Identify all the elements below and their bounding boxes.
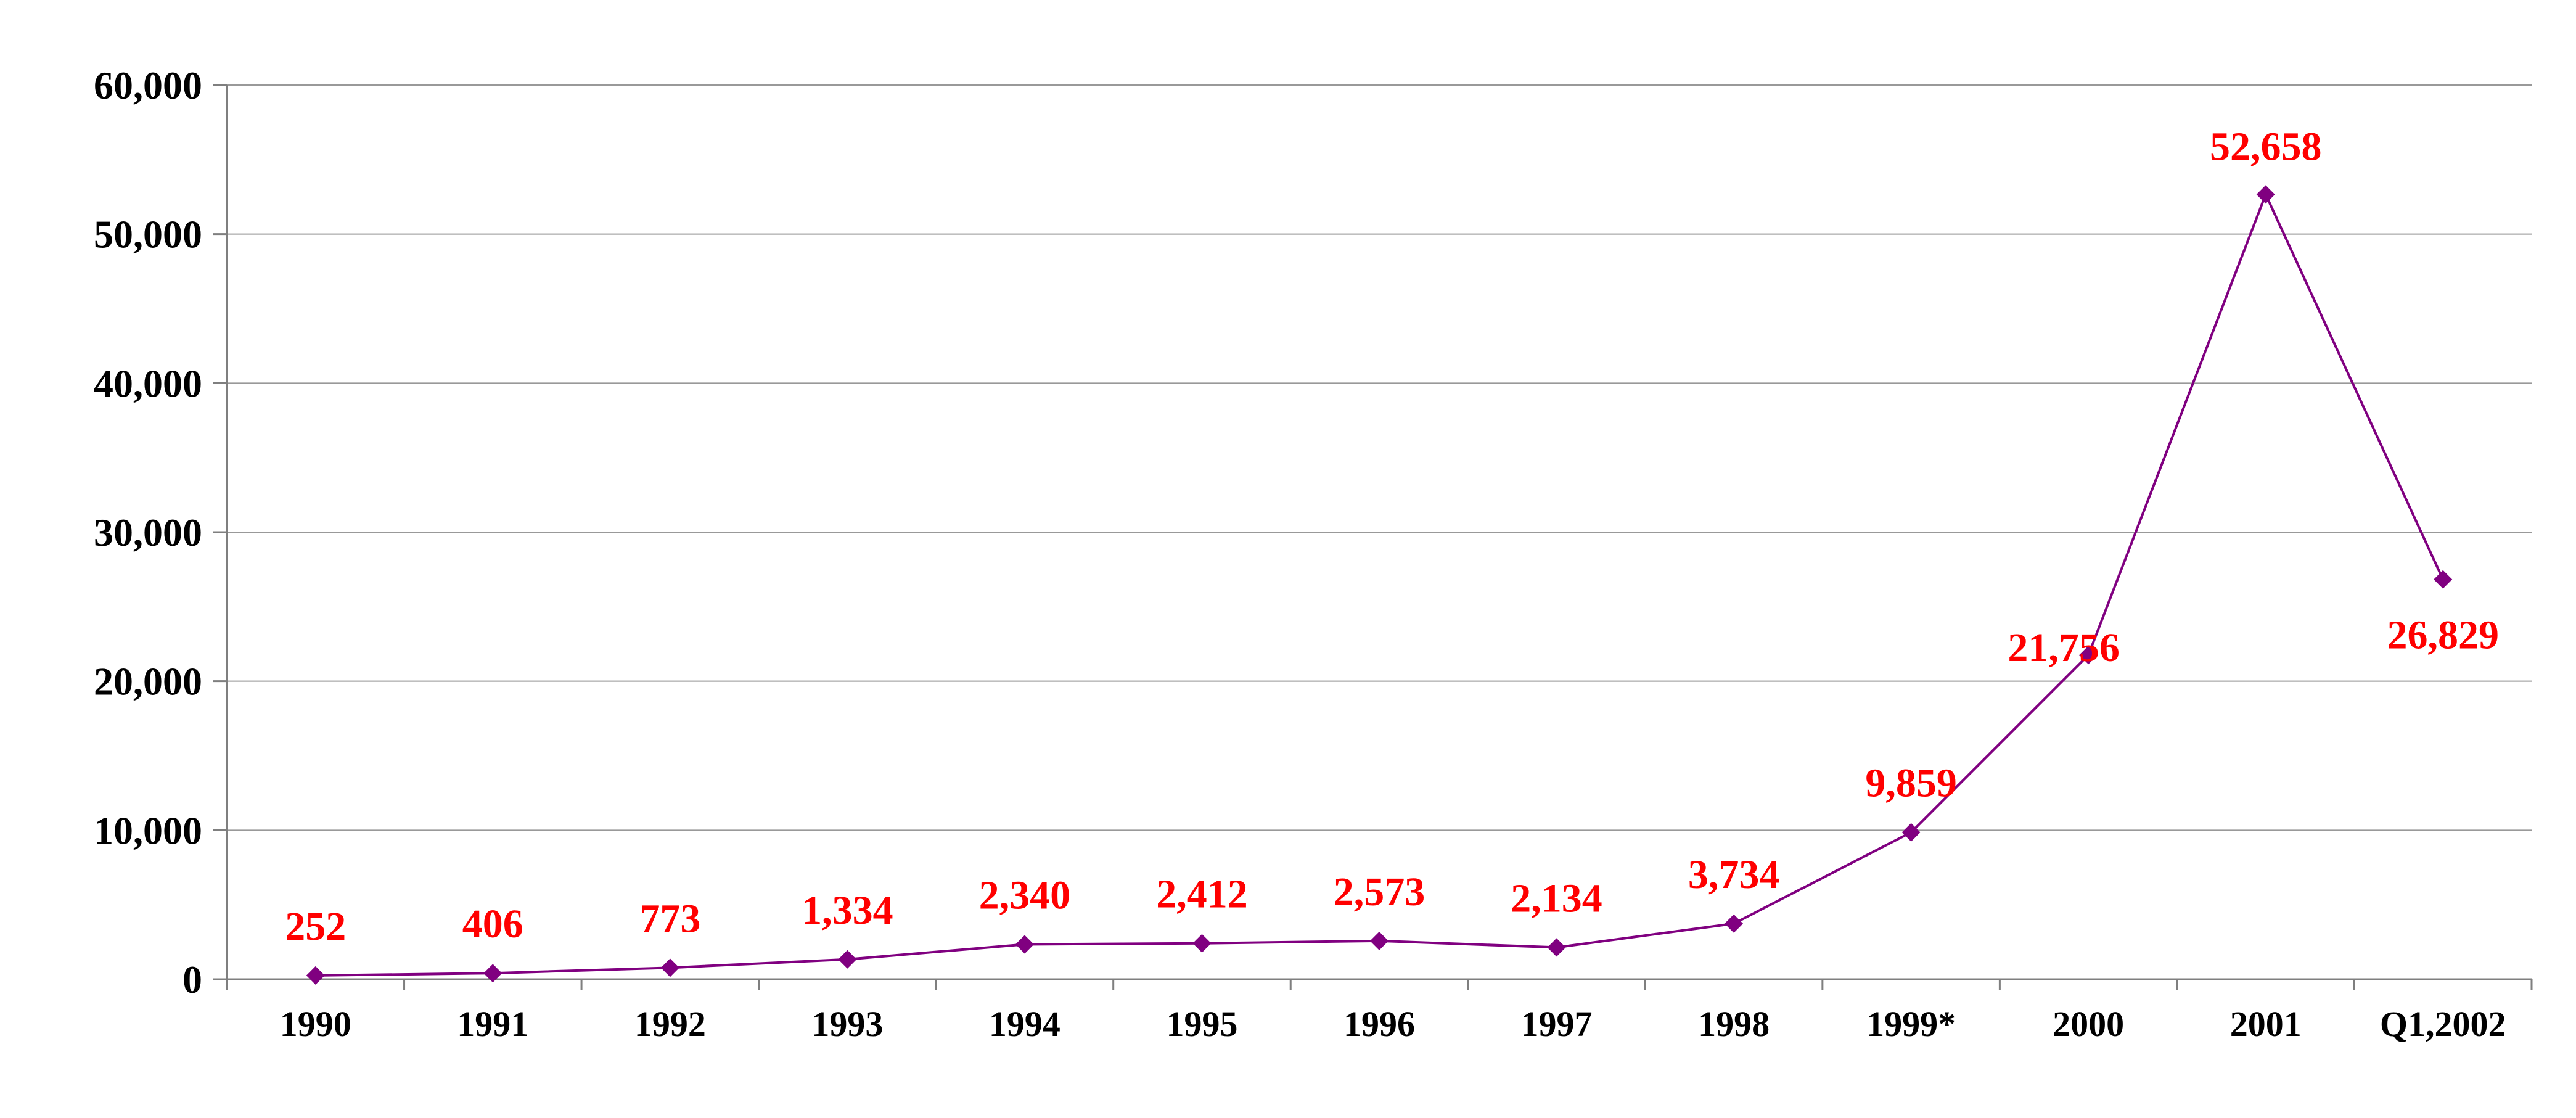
series-markers	[306, 185, 2453, 985]
data-label: 52,658	[2210, 124, 2322, 169]
data-label: 9,859	[1865, 761, 1957, 806]
data-label: 252	[285, 904, 346, 949]
grid-lines	[227, 84, 2532, 831]
data-point-marker	[1547, 938, 1566, 957]
data-point-marker	[2079, 646, 2098, 665]
data-label: 2,340	[979, 873, 1071, 918]
data-point-marker	[1370, 931, 1388, 950]
series-visits	[315, 193, 2445, 977]
x-tick-label: 1993	[811, 1004, 883, 1044]
data-label: 2,573	[1334, 869, 1425, 915]
data-label: 21,756	[2008, 625, 2120, 670]
y-axis-ticks: 0 10,000 20,000 30,000 40,000 50,000 60,000	[94, 64, 227, 1001]
data-point-marker	[1725, 914, 1744, 933]
x-tick-label: 1998	[1698, 1004, 1770, 1044]
x-tick-label: 1992	[634, 1004, 706, 1044]
y-tick-label: 40,000	[94, 361, 202, 405]
y-tick-label: 20,000	[94, 660, 202, 704]
data-label: 2,412	[1156, 872, 1248, 917]
data-point-marker	[306, 966, 325, 985]
data-point-marker	[1901, 823, 1921, 842]
x-tick-label: 1996	[1343, 1004, 1415, 1044]
data-point-marker	[2256, 185, 2275, 204]
x-tick-label: 1997	[1521, 1004, 1593, 1044]
x-tick-label: 2001	[2230, 1004, 2302, 1044]
data-point-marker	[1192, 934, 1212, 953]
data-label: 1,334	[802, 888, 893, 933]
x-tick-label: 1999*	[1866, 1004, 1956, 1044]
data-point-marker	[660, 958, 679, 977]
x-tick-label: 1991	[457, 1004, 528, 1044]
data-point-marker	[2434, 570, 2453, 589]
x-tick-label: Q1,2002	[2380, 1004, 2506, 1044]
x-tick-label: 2000	[2053, 1004, 2124, 1044]
x-axis-ticks: 1990 1991 1992 1993 1994 1995 1996 1997 1998 1999…	[226, 979, 2533, 1044]
x-tick-label: 1990	[280, 1004, 351, 1044]
y-tick-label: 60,000	[94, 64, 202, 107]
data-label: 3,734	[1688, 852, 1780, 897]
data-labels: 252 406 773 1,334 2,340 2,412 2,573 2,134 3,734 9…	[285, 124, 2499, 948]
y-tick-label: 0	[183, 958, 202, 1001]
x-tick-label: 1994	[989, 1004, 1060, 1044]
data-label: 2,134	[1511, 876, 1602, 921]
y-tick-label: 30,000	[94, 511, 202, 554]
series-line	[315, 193, 2445, 977]
y-tick-label: 50,000	[94, 213, 202, 257]
x-tick-label: 1995	[1166, 1004, 1237, 1044]
data-point-marker	[1015, 935, 1034, 954]
data-point-marker	[483, 964, 502, 983]
data-label: 26,829	[2387, 613, 2499, 658]
data-label: 773	[639, 896, 700, 941]
data-point-marker	[838, 950, 857, 969]
data-label: 406	[462, 902, 523, 947]
y-tick-label: 10,000	[94, 808, 202, 852]
